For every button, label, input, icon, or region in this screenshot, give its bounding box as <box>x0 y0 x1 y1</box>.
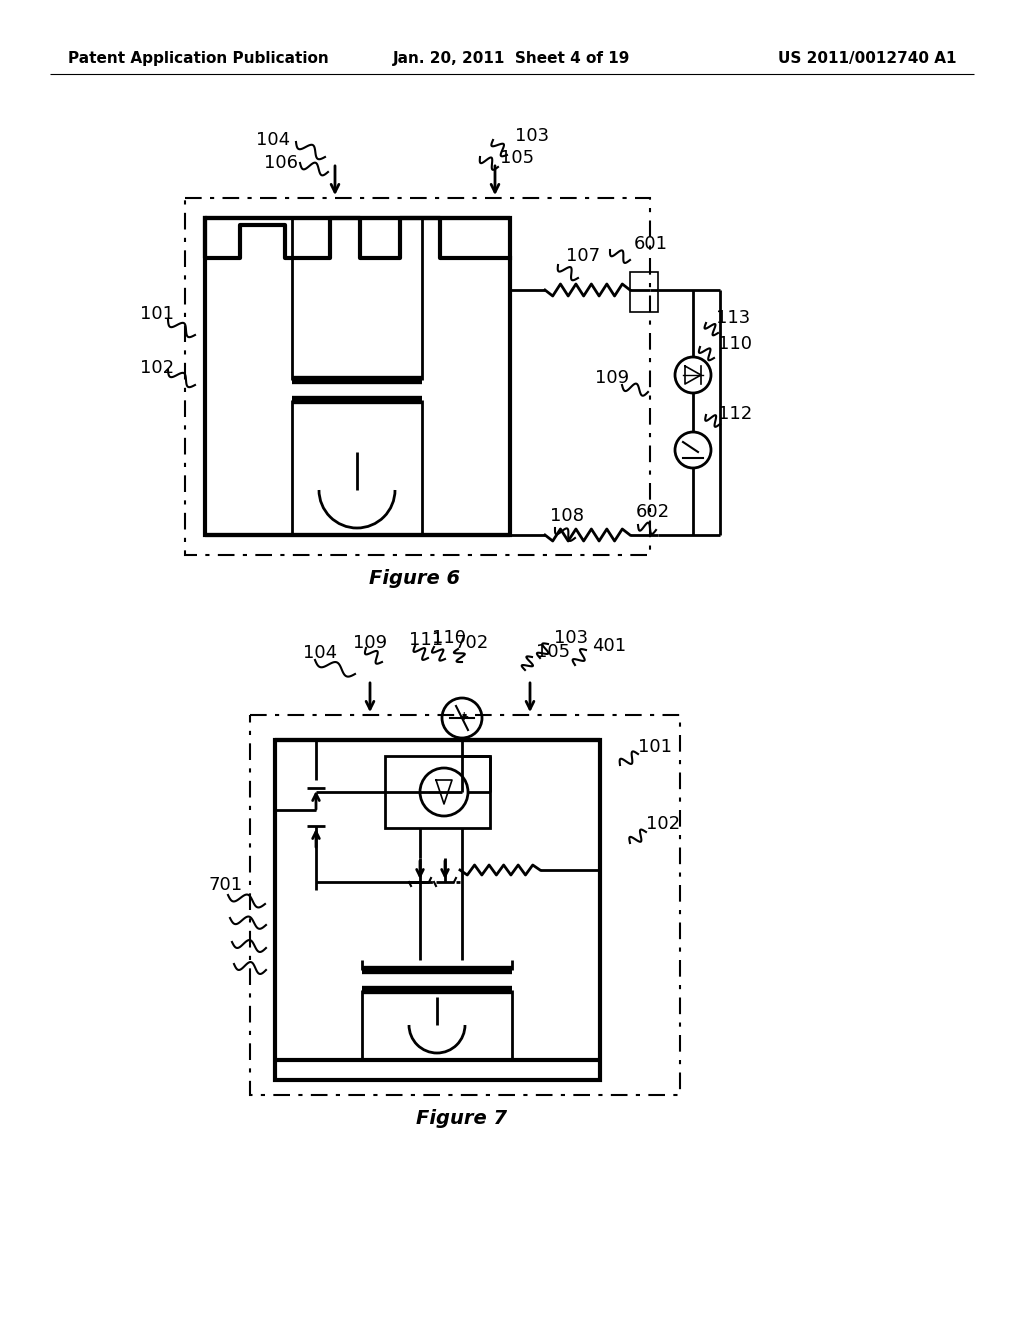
Text: +: + <box>459 710 470 722</box>
Text: 110: 110 <box>718 335 752 352</box>
Text: 109: 109 <box>353 634 387 652</box>
Text: 106: 106 <box>264 154 298 172</box>
Text: 101: 101 <box>638 738 672 756</box>
Text: 102: 102 <box>140 359 174 378</box>
Text: 702: 702 <box>455 634 489 652</box>
Text: 110: 110 <box>432 630 466 647</box>
Text: 105: 105 <box>500 149 535 168</box>
Text: 112: 112 <box>718 405 753 422</box>
Text: 113: 113 <box>716 309 751 327</box>
Text: 105: 105 <box>536 643 570 661</box>
Text: 103: 103 <box>515 127 549 145</box>
Text: US 2011/0012740 A1: US 2011/0012740 A1 <box>777 50 956 66</box>
Text: 103: 103 <box>554 630 588 647</box>
Bar <box>250 715 680 1096</box>
Bar <box>630 272 658 312</box>
Text: 104: 104 <box>303 644 337 663</box>
Text: 102: 102 <box>646 814 680 833</box>
Text: 602: 602 <box>636 503 670 521</box>
Bar <box>205 218 510 535</box>
Bar <box>385 756 490 828</box>
Text: 104: 104 <box>256 131 290 149</box>
Text: 601: 601 <box>634 235 668 253</box>
Text: Figure 6: Figure 6 <box>370 569 461 587</box>
Text: 111: 111 <box>409 631 443 649</box>
Text: Figure 7: Figure 7 <box>417 1109 508 1127</box>
Text: 107: 107 <box>566 247 600 265</box>
Text: 109: 109 <box>595 370 629 387</box>
Text: 701: 701 <box>208 876 242 894</box>
Text: 101: 101 <box>140 305 174 323</box>
Text: 401: 401 <box>592 638 626 655</box>
Text: 108: 108 <box>550 507 584 525</box>
Text: Jan. 20, 2011  Sheet 4 of 19: Jan. 20, 2011 Sheet 4 of 19 <box>393 50 631 66</box>
Bar <box>275 741 600 1080</box>
Bar <box>185 198 650 554</box>
Text: Patent Application Publication: Patent Application Publication <box>68 50 329 66</box>
